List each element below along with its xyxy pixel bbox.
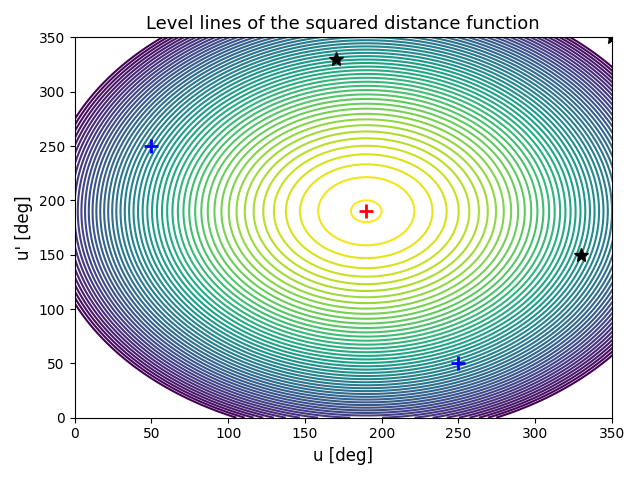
Y-axis label: u' [deg]: u' [deg] bbox=[15, 195, 33, 260]
X-axis label: u [deg]: u [deg] bbox=[313, 447, 373, 465]
Title: Level lines of the squared distance function: Level lines of the squared distance func… bbox=[147, 15, 540, 33]
